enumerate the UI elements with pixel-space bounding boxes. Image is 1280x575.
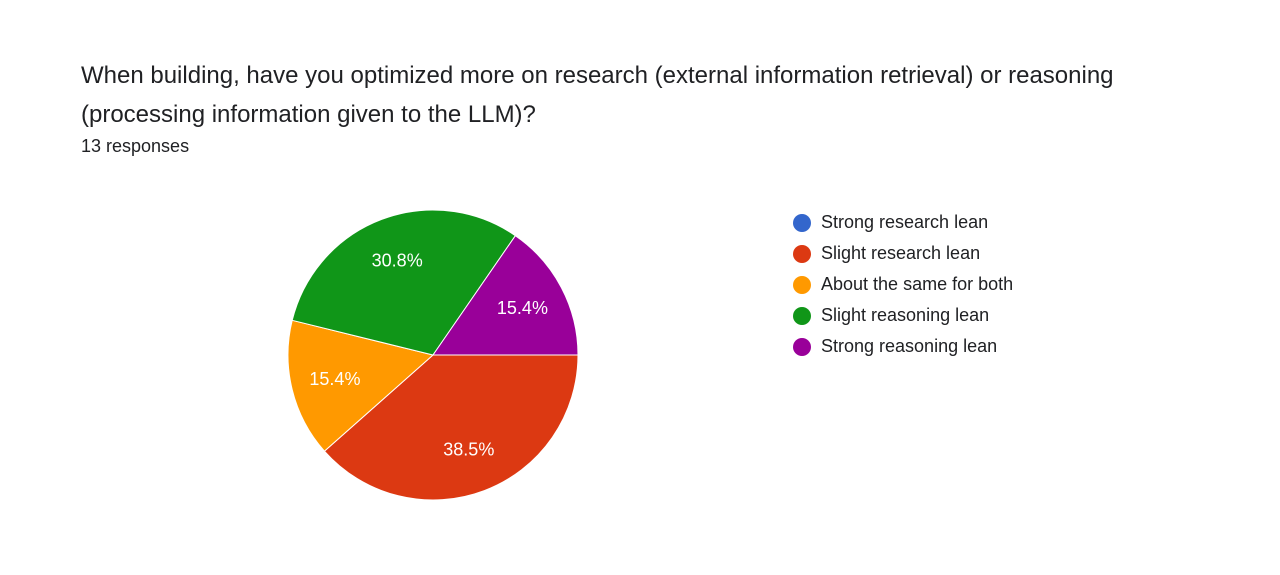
legend-label: About the same for both — [821, 274, 1014, 294]
pie-label-slight-reasoning-lean: 30.8% — [372, 251, 423, 271]
legend-swatch-icon — [793, 275, 811, 294]
legend-label: Slight reasoning lean — [821, 305, 990, 325]
legend-item-slight-research-lean[interactable]: Slight research lean — [793, 238, 1013, 269]
pie-label-strong-reasoning-lean: 15.4% — [497, 298, 548, 318]
legend-swatch-icon — [793, 337, 811, 356]
legend-swatch-icon — [793, 244, 811, 263]
pie-label-about-the-same-for-both: 15.4% — [309, 369, 360, 389]
legend-label: Slight research lean — [821, 243, 981, 263]
pie-slice-strong-reasoning-lean[interactable] — [432, 234, 579, 356]
legend-item-strong-research-lean[interactable]: Strong research lean — [793, 207, 1013, 238]
legend-item-strong-reasoning-lean[interactable]: Strong reasoning lean — [793, 331, 1013, 362]
legend-label: Strong reasoning lean — [821, 336, 998, 356]
question-title: When building, have you optimized more o… — [81, 62, 1114, 128]
legend-swatch-icon — [793, 213, 811, 232]
pie-label-slight-research-lean: 38.5% — [443, 439, 494, 459]
legend-item-slight-reasoning-lean[interactable]: Slight reasoning lean — [793, 300, 1013, 331]
legend-swatch-icon — [793, 306, 811, 325]
pie-slice-about-the-same-for-both[interactable] — [287, 319, 435, 452]
pie-slice-slight-reasoning-lean[interactable] — [291, 209, 517, 356]
response-count: 13 responses — [81, 136, 190, 156]
chart-legend: Strong research lean Slight research lean… — [793, 207, 1013, 362]
pie-slice-slight-research-lean[interactable] — [323, 354, 579, 501]
legend-label: Strong research lean — [821, 212, 989, 232]
legend-item-about-the-same-for-both[interactable]: About the same for both — [793, 269, 1013, 300]
